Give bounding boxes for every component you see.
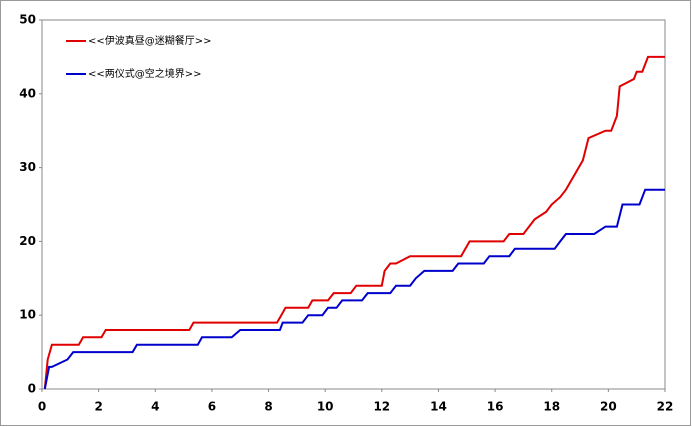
x-tick-label: 0 xyxy=(38,400,46,414)
x-tick-label: 2 xyxy=(94,400,102,414)
x-tick-label: 10 xyxy=(317,400,334,414)
x-tick-label: 22 xyxy=(657,400,674,414)
series-line xyxy=(43,55,665,390)
x-tick-label: 6 xyxy=(208,400,216,414)
x-tick-label: 16 xyxy=(487,400,504,414)
x-tick-label: 20 xyxy=(600,400,617,414)
x-tick-label: 12 xyxy=(373,400,390,414)
y-tick-label: 40 xyxy=(19,86,36,100)
plot-area xyxy=(41,19,666,390)
legend-label: <<两仪式@空之境界>> xyxy=(88,67,202,80)
y-tick-label: 20 xyxy=(19,234,36,248)
y-tick-label: 30 xyxy=(19,160,36,174)
x-tick-label: 8 xyxy=(264,400,272,414)
y-tick-label: 50 xyxy=(19,13,36,27)
x-tick-label: 18 xyxy=(543,400,560,414)
series-line xyxy=(43,188,665,390)
x-tick-label: 14 xyxy=(430,400,447,414)
y-tick-label: 10 xyxy=(19,308,36,322)
y-tick-label: 0 xyxy=(28,382,36,396)
legend-label: <<伊波真昼@迷糊餐厅>> xyxy=(88,34,212,47)
x-tick-label: 4 xyxy=(151,400,159,414)
